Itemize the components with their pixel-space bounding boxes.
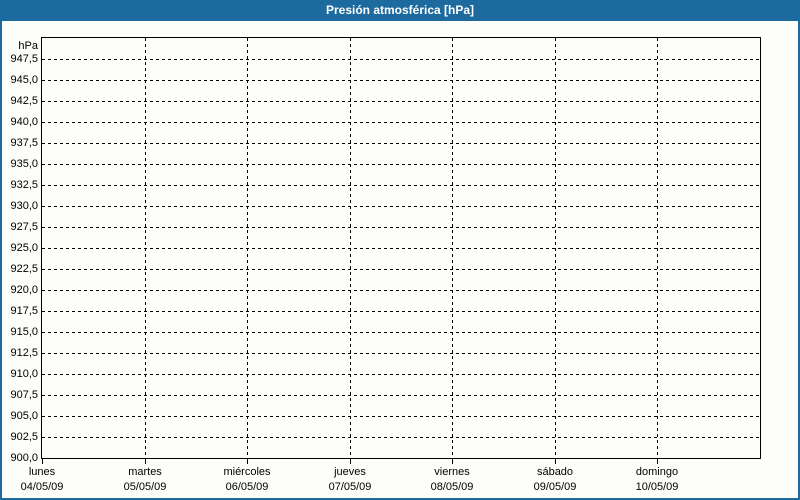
y-tick-label: 910,0 bbox=[10, 368, 38, 380]
x-day-label: domingo bbox=[635, 466, 679, 478]
y-tick-label: 902,5 bbox=[10, 431, 38, 443]
x-day-label: miércoles bbox=[223, 466, 271, 478]
y-tick-label: 947,5 bbox=[10, 53, 38, 65]
y-tick-label: 915,0 bbox=[10, 326, 38, 338]
gridline-horizontal bbox=[42, 353, 760, 354]
gridline-horizontal bbox=[42, 227, 760, 228]
y-tick-label: 922,5 bbox=[10, 263, 38, 275]
x-axis-tick bbox=[145, 459, 146, 464]
y-tick-label: 907,5 bbox=[10, 389, 38, 401]
gridline-horizontal bbox=[42, 185, 760, 186]
y-tick-label: 920,0 bbox=[10, 284, 38, 296]
x-day-label: lunes bbox=[28, 466, 56, 478]
x-date-label: 09/05/09 bbox=[533, 481, 577, 493]
x-day-label: sábado bbox=[536, 466, 574, 478]
x-axis-tick bbox=[555, 459, 556, 464]
x-date-label: 06/05/09 bbox=[225, 481, 269, 493]
gridline-horizontal bbox=[42, 311, 760, 312]
gridline-vertical bbox=[657, 38, 658, 458]
y-axis-unit-label: hPa bbox=[18, 40, 38, 52]
y-tick-label: 930,0 bbox=[10, 200, 38, 212]
gridline-vertical bbox=[145, 38, 146, 458]
gridline-vertical bbox=[555, 38, 556, 458]
gridline-horizontal bbox=[42, 332, 760, 333]
gridline-horizontal bbox=[42, 80, 760, 81]
x-axis-tick bbox=[657, 459, 658, 464]
x-axis-tick bbox=[247, 459, 248, 464]
x-date-label: 04/05/09 bbox=[20, 481, 64, 493]
gridline-horizontal bbox=[42, 269, 760, 270]
gridline-horizontal bbox=[42, 164, 760, 165]
y-tick-label: 945,0 bbox=[10, 74, 38, 86]
x-axis-tick bbox=[452, 459, 453, 464]
chart-title-bar: Presión atmosférica [hPa] bbox=[0, 0, 800, 21]
x-date-label: 10/05/09 bbox=[635, 481, 679, 493]
gridline-vertical bbox=[350, 38, 351, 458]
y-tick-label: 905,0 bbox=[10, 410, 38, 422]
plot-area bbox=[41, 37, 761, 459]
y-tick-label: 937,5 bbox=[10, 137, 38, 149]
x-date-label: 08/05/09 bbox=[430, 481, 474, 493]
y-tick-label: 927,5 bbox=[10, 221, 38, 233]
x-date-label: 05/05/09 bbox=[123, 481, 167, 493]
gridline-horizontal bbox=[42, 101, 760, 102]
x-axis-tick bbox=[350, 459, 351, 464]
gridline-vertical bbox=[247, 38, 248, 458]
y-tick-label: 925,0 bbox=[10, 242, 38, 254]
x-axis-tick bbox=[42, 459, 43, 464]
x-day-label: jueves bbox=[334, 466, 366, 478]
gridline-horizontal bbox=[42, 416, 760, 417]
y-tick-label: 935,0 bbox=[10, 158, 38, 170]
y-tick-label: 940,0 bbox=[10, 116, 38, 128]
gridline-horizontal bbox=[42, 206, 760, 207]
y-tick-label: 942,5 bbox=[10, 95, 38, 107]
gridline-horizontal bbox=[42, 290, 760, 291]
gridline-horizontal bbox=[42, 143, 760, 144]
x-day-label: viernes bbox=[434, 466, 470, 478]
y-tick-label: 912,5 bbox=[10, 347, 38, 359]
gridline-horizontal bbox=[42, 374, 760, 375]
y-tick-label: 900,0 bbox=[10, 452, 38, 464]
y-tick-label: 917,5 bbox=[10, 305, 38, 317]
chart-title: Presión atmosférica [hPa] bbox=[325, 3, 475, 17]
gridline-horizontal bbox=[42, 437, 760, 438]
y-tick-label: 932,5 bbox=[10, 179, 38, 191]
x-date-label: 07/05/09 bbox=[328, 481, 372, 493]
gridline-horizontal bbox=[42, 59, 760, 60]
gridline-horizontal bbox=[42, 248, 760, 249]
x-day-label: martes bbox=[128, 466, 162, 478]
gridline-horizontal bbox=[42, 395, 760, 396]
gridline-vertical bbox=[452, 38, 453, 458]
gridline-horizontal bbox=[42, 122, 760, 123]
